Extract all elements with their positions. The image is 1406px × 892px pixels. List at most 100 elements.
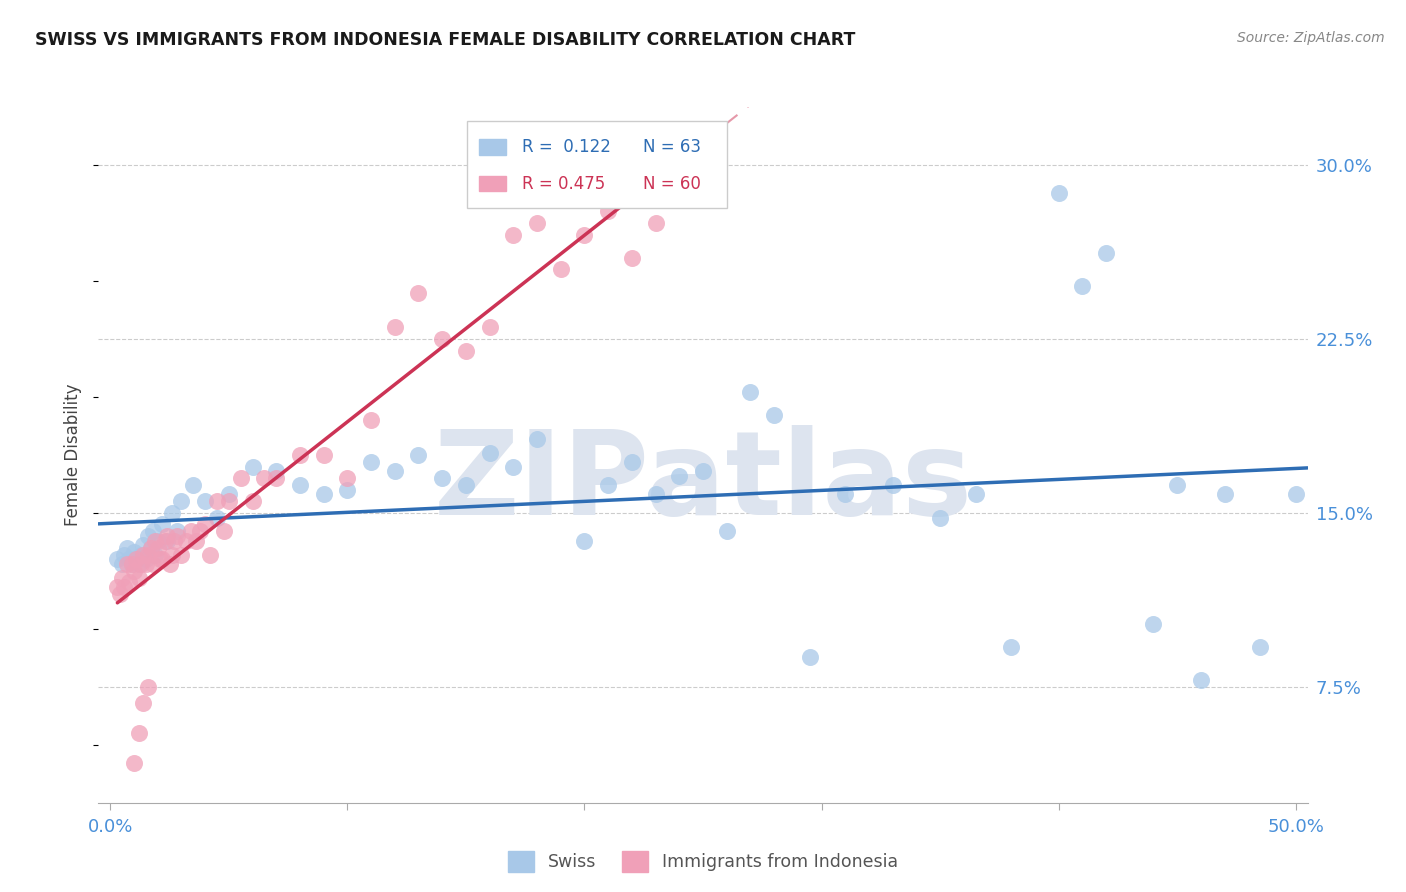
- Text: R = 0.475: R = 0.475: [522, 175, 605, 193]
- Point: [336, 483, 359, 497]
- Point: [111, 557, 134, 571]
- Point: [190, 524, 212, 539]
- Point: [108, 587, 131, 601]
- Point: [384, 464, 406, 478]
- Point: [125, 552, 148, 566]
- Point: [184, 533, 207, 548]
- Point: [454, 343, 477, 358]
- Point: [152, 517, 174, 532]
- Legend: Swiss, Immigrants from Indonesia: Swiss, Immigrants from Indonesia: [501, 844, 905, 879]
- Point: [129, 557, 152, 571]
- Point: [122, 756, 145, 771]
- Point: [163, 533, 186, 548]
- Text: N = 63: N = 63: [643, 138, 700, 156]
- Point: [115, 541, 138, 555]
- Point: [1071, 278, 1094, 293]
- Point: [146, 533, 169, 548]
- Point: [114, 580, 136, 594]
- Point: [312, 448, 335, 462]
- Point: [128, 726, 150, 740]
- Point: [526, 432, 548, 446]
- Point: [550, 262, 572, 277]
- Text: Source: ZipAtlas.com: Source: ZipAtlas.com: [1237, 31, 1385, 45]
- Point: [218, 494, 240, 508]
- Point: [122, 545, 145, 559]
- Point: [336, 471, 359, 485]
- FancyBboxPatch shape: [479, 139, 506, 154]
- Point: [139, 541, 162, 555]
- Point: [166, 524, 188, 539]
- Point: [1285, 487, 1308, 501]
- Point: [1047, 186, 1070, 200]
- Point: [132, 548, 155, 562]
- Point: [408, 285, 430, 300]
- Point: [146, 541, 169, 555]
- Point: [143, 533, 166, 548]
- Point: [574, 533, 596, 548]
- Point: [716, 524, 738, 539]
- Point: [139, 541, 162, 555]
- Point: [692, 464, 714, 478]
- Point: [111, 571, 134, 585]
- Point: [160, 548, 183, 562]
- Point: [212, 524, 235, 539]
- Point: [170, 548, 193, 562]
- Point: [149, 552, 172, 566]
- Point: [408, 448, 430, 462]
- Point: [478, 445, 501, 459]
- Point: [205, 494, 228, 508]
- Point: [135, 557, 157, 571]
- Point: [128, 557, 150, 571]
- Point: [105, 552, 128, 566]
- Point: [118, 575, 141, 590]
- Point: [644, 216, 666, 230]
- Point: [574, 227, 596, 242]
- Text: R =  0.122: R = 0.122: [522, 138, 610, 156]
- Point: [121, 557, 143, 571]
- Point: [180, 524, 202, 539]
- Text: SWISS VS IMMIGRANTS FROM INDONESIA FEMALE DISABILITY CORRELATION CHART: SWISS VS IMMIGRANTS FROM INDONESIA FEMAL…: [35, 31, 855, 49]
- Point: [152, 552, 174, 566]
- Point: [799, 649, 821, 664]
- Text: N = 60: N = 60: [643, 175, 700, 193]
- Point: [105, 580, 128, 594]
- Point: [229, 471, 252, 485]
- Point: [526, 216, 548, 230]
- Point: [1166, 478, 1188, 492]
- Point: [384, 320, 406, 334]
- Point: [118, 552, 141, 566]
- Point: [198, 548, 221, 562]
- Point: [129, 548, 152, 562]
- Point: [432, 332, 454, 346]
- Point: [156, 529, 179, 543]
- Point: [620, 251, 643, 265]
- Y-axis label: Female Disability: Female Disability: [65, 384, 83, 526]
- Point: [1000, 640, 1022, 655]
- Point: [644, 487, 666, 501]
- Point: [194, 494, 217, 508]
- Point: [740, 385, 762, 400]
- Point: [1095, 246, 1118, 260]
- Point: [205, 510, 228, 524]
- Point: [160, 506, 183, 520]
- Point: [136, 680, 159, 694]
- Point: [115, 557, 138, 571]
- Point: [159, 557, 181, 571]
- Point: [132, 696, 155, 710]
- Point: [143, 548, 166, 562]
- Point: [142, 557, 165, 571]
- FancyBboxPatch shape: [479, 176, 506, 191]
- Point: [128, 571, 150, 585]
- Point: [136, 529, 159, 543]
- Point: [156, 533, 179, 548]
- Point: [598, 478, 620, 492]
- Point: [598, 204, 620, 219]
- Point: [194, 517, 217, 532]
- Point: [360, 413, 382, 427]
- Point: [929, 510, 952, 524]
- Point: [135, 552, 157, 566]
- Point: [834, 487, 856, 501]
- Point: [1142, 617, 1164, 632]
- Point: [170, 494, 193, 508]
- Point: [142, 524, 165, 539]
